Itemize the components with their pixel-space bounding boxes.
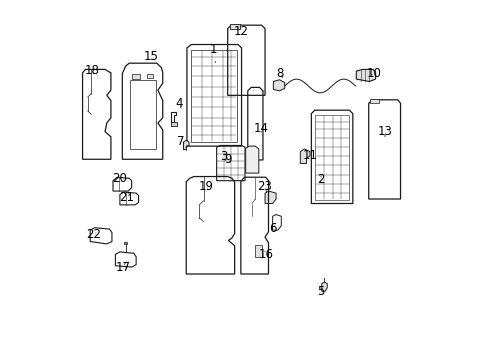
Polygon shape: [273, 80, 285, 91]
Text: 10: 10: [367, 67, 382, 80]
Text: 21: 21: [119, 192, 134, 204]
Text: 12: 12: [234, 25, 249, 38]
Text: 8: 8: [276, 67, 283, 80]
Polygon shape: [132, 74, 141, 79]
Text: 19: 19: [199, 180, 214, 193]
Text: 11: 11: [302, 149, 318, 162]
Polygon shape: [322, 282, 327, 291]
Polygon shape: [147, 74, 153, 78]
Text: 20: 20: [113, 172, 127, 185]
Text: 6: 6: [270, 222, 277, 235]
Text: 18: 18: [85, 64, 99, 77]
Polygon shape: [230, 24, 240, 29]
Polygon shape: [245, 146, 259, 173]
Text: 17: 17: [116, 261, 131, 274]
Text: 4: 4: [175, 98, 183, 111]
Text: 5: 5: [318, 285, 325, 298]
Text: 13: 13: [377, 125, 392, 138]
Text: 7: 7: [177, 135, 185, 148]
Text: 14: 14: [254, 122, 269, 135]
Text: 1: 1: [209, 43, 217, 63]
Text: 2: 2: [318, 174, 325, 186]
Polygon shape: [183, 140, 189, 150]
Polygon shape: [265, 191, 276, 203]
Text: 15: 15: [144, 50, 158, 63]
Text: 16: 16: [258, 248, 273, 261]
Text: 22: 22: [86, 228, 101, 241]
Text: 9: 9: [224, 153, 232, 166]
Text: 3: 3: [220, 150, 228, 163]
Polygon shape: [356, 69, 376, 81]
Polygon shape: [171, 122, 177, 126]
Text: 23: 23: [258, 180, 272, 193]
Polygon shape: [255, 245, 262, 257]
Polygon shape: [300, 149, 310, 163]
Polygon shape: [124, 242, 127, 244]
Polygon shape: [370, 99, 379, 103]
